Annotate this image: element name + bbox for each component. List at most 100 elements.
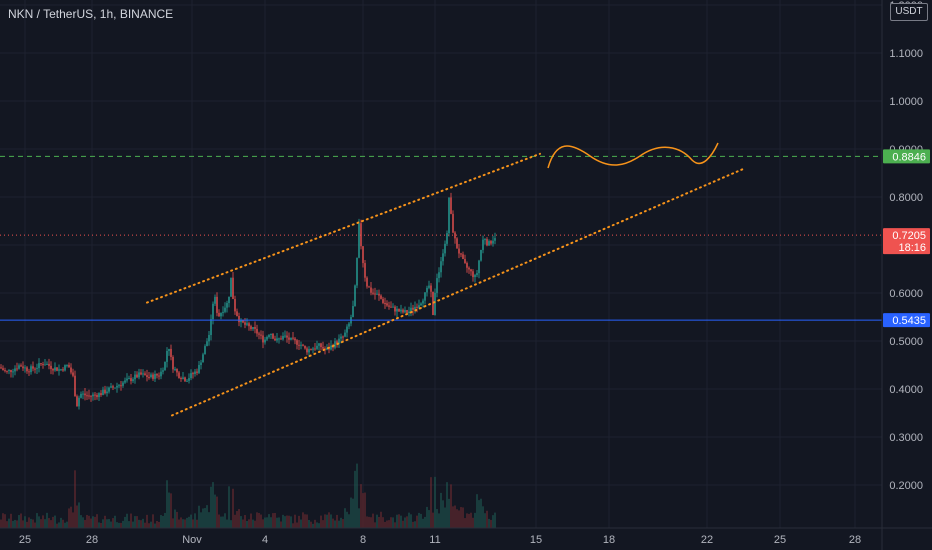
- volume-bar: [274, 512, 276, 528]
- candle-body: [436, 278, 438, 293]
- volume-bar: [236, 511, 238, 528]
- volume-bar: [472, 517, 474, 528]
- volume-bar: [452, 506, 454, 528]
- volume-bar: [390, 517, 392, 528]
- volume-bar: [334, 520, 336, 528]
- candle-body: [188, 378, 190, 381]
- candle-body: [296, 340, 298, 345]
- volume-bar: [34, 522, 36, 528]
- volume-bar: [152, 514, 154, 528]
- volume-bar: [84, 519, 86, 528]
- candle-body: [44, 364, 46, 366]
- candle-body: [328, 348, 330, 350]
- volume-bar: [238, 509, 240, 528]
- candle-body: [130, 378, 132, 382]
- volume-bar: [338, 520, 340, 528]
- volume-bar: [158, 521, 160, 528]
- volume-bar: [124, 516, 126, 528]
- volume-bar: [398, 514, 400, 528]
- candle-body: [428, 285, 430, 288]
- volume-bar: [456, 509, 458, 528]
- candle-body: [200, 362, 202, 365]
- volume-bar: [480, 498, 482, 528]
- volume-bar: [78, 502, 80, 528]
- y-tick-label: 0.8000: [889, 192, 923, 204]
- volume-bar: [326, 514, 328, 528]
- trend-channel[interactable]: [146, 152, 746, 417]
- volume-bar: [216, 496, 218, 528]
- candle-body: [218, 312, 220, 317]
- volume-bar: [318, 523, 320, 528]
- volume-bar: [132, 521, 134, 528]
- volume-bar: [228, 486, 230, 528]
- volume-bar: [368, 516, 370, 528]
- volume-bar: [460, 507, 462, 528]
- candle-body: [222, 311, 224, 313]
- candle-body: [116, 385, 118, 388]
- time-axis[interactable]: 25 28 Nov 4 8 11 15 18 22 25 28: [0, 527, 932, 546]
- volume-bar: [286, 515, 288, 528]
- volume-bar: [16, 520, 18, 528]
- horizontal-lines[interactable]: [0, 155, 882, 321]
- projection-curve[interactable]: [547, 142, 719, 169]
- volume-bar: [76, 505, 78, 528]
- volume-bar: [130, 513, 132, 528]
- candle-body: [476, 273, 478, 276]
- volume-bar: [440, 492, 442, 528]
- volume-bar: [116, 522, 118, 528]
- volume-bar: [312, 523, 314, 528]
- candle-body: [26, 367, 28, 372]
- candle-body: [450, 197, 452, 214]
- volume-bar: [306, 514, 308, 528]
- candle-body: [162, 370, 164, 372]
- candle-body: [48, 363, 50, 366]
- candle-body: [128, 378, 130, 380]
- candle-body: [260, 334, 262, 336]
- currency-badge[interactable]: USDT: [890, 3, 928, 21]
- candle-body: [412, 307, 414, 310]
- candle-body: [410, 307, 412, 312]
- candle-body: [474, 275, 476, 278]
- volume-bar: [206, 505, 208, 528]
- candle-body: [214, 296, 216, 304]
- price-label-box: [883, 313, 930, 328]
- candle-body: [86, 395, 88, 397]
- candle-body: [454, 232, 456, 239]
- volume-bar: [300, 519, 302, 528]
- candle-body: [362, 246, 364, 264]
- volume-bar: [446, 482, 448, 528]
- candle-body: [196, 371, 198, 373]
- y-tick-label: 0.3000: [889, 432, 923, 444]
- price-axis-bg: [882, 0, 932, 550]
- volume-bar: [406, 516, 408, 528]
- volume-bar: [156, 521, 158, 528]
- candle-body: [56, 367, 58, 371]
- volume-bar: [282, 514, 284, 528]
- volume-bar: [138, 519, 140, 528]
- volume-bar: [136, 516, 138, 528]
- candle-body: [266, 337, 268, 340]
- candle-body: [184, 377, 186, 382]
- candle-body: [58, 369, 60, 371]
- candle-body: [178, 372, 180, 379]
- candle-body: [36, 368, 38, 370]
- volume-bar: [484, 513, 486, 528]
- volume-bar: [382, 517, 384, 528]
- candle-body: [460, 253, 462, 255]
- volume-bar: [388, 520, 390, 528]
- volume-bar: [492, 515, 494, 528]
- candle-body: [164, 361, 166, 371]
- volume-bar: [234, 514, 236, 528]
- volume-bar: [448, 498, 450, 528]
- candle-body: [286, 335, 288, 338]
- candle-body: [290, 337, 292, 340]
- candle-body: [244, 322, 246, 325]
- volume-bar: [230, 520, 232, 528]
- price-axis[interactable]: 0.20000.30000.40000.50000.60000.70000.80…: [881, 0, 932, 550]
- channel-upper-line: [146, 152, 541, 304]
- volume-bar: [72, 512, 74, 528]
- x-tick-label: 22: [701, 534, 713, 546]
- candle-body: [384, 302, 386, 304]
- volume-bar: [172, 518, 174, 528]
